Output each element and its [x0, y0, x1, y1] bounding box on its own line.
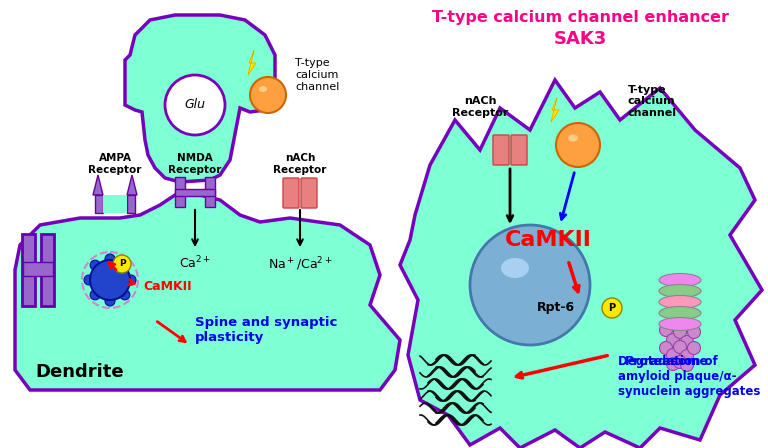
- Text: T-type calcium channel enhancer: T-type calcium channel enhancer: [432, 10, 729, 25]
- Circle shape: [470, 225, 590, 345]
- FancyBboxPatch shape: [511, 135, 527, 165]
- Polygon shape: [400, 80, 762, 448]
- Text: CaMKII: CaMKII: [505, 230, 591, 250]
- Circle shape: [556, 123, 600, 167]
- Ellipse shape: [659, 318, 701, 331]
- Circle shape: [84, 275, 94, 285]
- Circle shape: [687, 326, 700, 339]
- Text: Glu: Glu: [184, 99, 206, 112]
- Text: T-type
calcium
channel: T-type calcium channel: [295, 58, 339, 91]
- Circle shape: [250, 77, 286, 113]
- Text: Na$^+$/Ca$^{2+}$: Na$^+$/Ca$^{2+}$: [268, 255, 333, 272]
- Circle shape: [687, 341, 700, 354]
- Text: Dendrite: Dendrite: [35, 363, 124, 381]
- FancyBboxPatch shape: [95, 195, 103, 213]
- FancyBboxPatch shape: [23, 262, 53, 276]
- FancyBboxPatch shape: [103, 195, 127, 213]
- Circle shape: [105, 254, 115, 264]
- Circle shape: [680, 336, 694, 349]
- Ellipse shape: [501, 258, 529, 278]
- Ellipse shape: [659, 306, 701, 319]
- Circle shape: [105, 296, 115, 306]
- Polygon shape: [248, 51, 256, 75]
- Circle shape: [680, 349, 694, 362]
- Text: Spine and synaptic
plasticity: Spine and synaptic plasticity: [195, 316, 337, 344]
- FancyBboxPatch shape: [283, 178, 299, 208]
- Circle shape: [90, 260, 130, 300]
- FancyBboxPatch shape: [205, 177, 215, 207]
- Circle shape: [674, 340, 687, 353]
- FancyBboxPatch shape: [175, 189, 215, 196]
- Polygon shape: [551, 98, 559, 122]
- Text: AMPA
Receptor: AMPA Receptor: [88, 153, 141, 175]
- Text: NMDA
Receptor: NMDA Receptor: [168, 153, 222, 175]
- Text: SAK3: SAK3: [554, 30, 607, 48]
- Polygon shape: [125, 15, 275, 182]
- Circle shape: [165, 75, 225, 135]
- Text: Rpt-6: Rpt-6: [537, 302, 575, 314]
- FancyBboxPatch shape: [301, 178, 317, 208]
- Circle shape: [674, 356, 687, 369]
- Text: nACh
Receptor: nACh Receptor: [273, 153, 326, 175]
- Circle shape: [602, 298, 622, 318]
- Circle shape: [120, 290, 130, 300]
- Ellipse shape: [659, 284, 701, 297]
- Text: CaMKII: CaMKII: [143, 280, 192, 293]
- Text: nACh
Receptor: nACh Receptor: [452, 96, 508, 118]
- FancyBboxPatch shape: [127, 195, 135, 213]
- Text: T-type
calcium
channel: T-type calcium channel: [628, 85, 677, 118]
- Circle shape: [126, 275, 136, 285]
- Circle shape: [667, 358, 680, 370]
- Ellipse shape: [659, 296, 701, 309]
- Text: Proteasome: Proteasome: [625, 355, 709, 368]
- Circle shape: [660, 323, 673, 336]
- Circle shape: [667, 349, 680, 362]
- Circle shape: [667, 333, 680, 346]
- Ellipse shape: [568, 134, 578, 142]
- FancyBboxPatch shape: [493, 135, 509, 165]
- Circle shape: [113, 255, 131, 273]
- Circle shape: [90, 260, 100, 270]
- Ellipse shape: [259, 86, 267, 92]
- FancyBboxPatch shape: [22, 234, 35, 306]
- Polygon shape: [93, 175, 103, 195]
- Polygon shape: [127, 175, 137, 195]
- Circle shape: [674, 326, 687, 339]
- Circle shape: [120, 260, 130, 270]
- Text: P: P: [608, 303, 616, 313]
- Ellipse shape: [659, 273, 701, 287]
- Circle shape: [660, 341, 673, 354]
- Circle shape: [90, 290, 100, 300]
- Polygon shape: [15, 192, 400, 390]
- FancyBboxPatch shape: [41, 234, 54, 306]
- Text: Ca$^{2+}$: Ca$^{2+}$: [179, 255, 211, 271]
- Circle shape: [680, 358, 694, 371]
- Text: Degradation of
amyloid plaque/α-
synuclein aggregates: Degradation of amyloid plaque/α- synucle…: [618, 355, 760, 398]
- Text: P: P: [119, 259, 125, 268]
- FancyBboxPatch shape: [175, 177, 185, 207]
